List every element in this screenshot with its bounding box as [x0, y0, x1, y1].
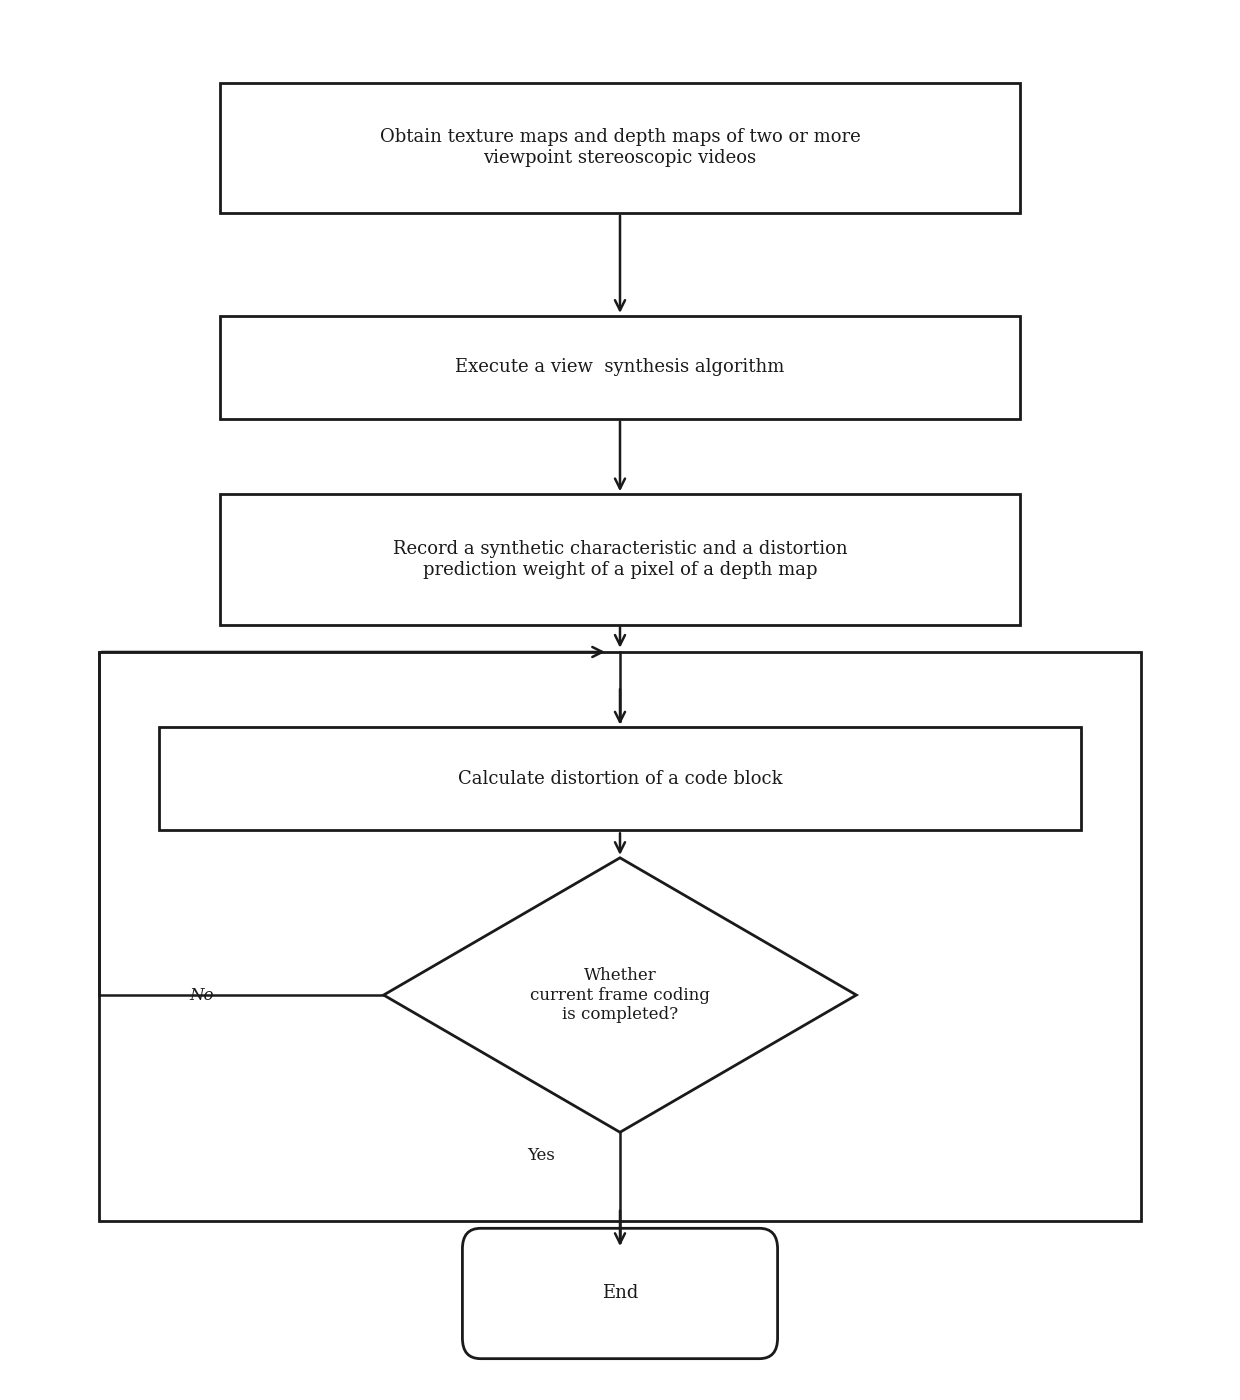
Text: No: No	[190, 987, 215, 1004]
Bar	[160, 728, 1080, 830]
Text: Obtain texture maps and depth maps of two or more
viewpoint stereoscopic videos: Obtain texture maps and depth maps of tw…	[379, 129, 861, 167]
Text: Record a synthetic characteristic and a distortion
prediction weight of a pixel : Record a synthetic characteristic and a …	[393, 540, 847, 578]
Polygon shape	[383, 858, 857, 1133]
Text: Yes: Yes	[527, 1147, 556, 1163]
Bar	[219, 494, 1021, 624]
Text: Execute a view  synthesis algorithm: Execute a view synthesis algorithm	[455, 358, 785, 377]
Bar	[99, 652, 1141, 1221]
Text: End: End	[601, 1284, 639, 1302]
Bar	[219, 83, 1021, 213]
Text: Whether
current frame coding
is completed?: Whether current frame coding is complete…	[529, 967, 711, 1023]
FancyBboxPatch shape	[463, 1228, 777, 1358]
Text: Calculate distortion of a code block: Calculate distortion of a code block	[458, 770, 782, 788]
Bar	[219, 316, 1021, 419]
